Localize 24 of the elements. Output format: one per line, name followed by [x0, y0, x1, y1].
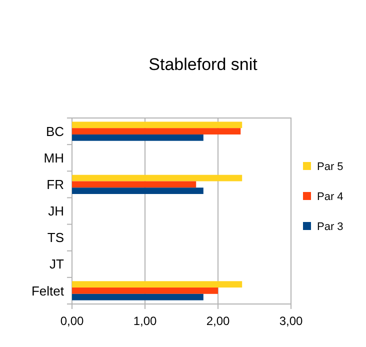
x-tick-label: 2,00 [206, 314, 230, 328]
legend-label: Par 4 [317, 190, 344, 203]
y-tick-label: JT [50, 256, 64, 272]
bar [72, 134, 204, 141]
y-tick-label: FR [46, 176, 64, 192]
x-tick-label: 1,00 [133, 314, 157, 328]
legend-label: Par 3 [317, 220, 344, 233]
bar [72, 181, 196, 188]
bar [72, 188, 204, 194]
y-tick-label: Feltet [31, 283, 64, 298]
x-tick-label: 3,00 [279, 314, 303, 328]
legend-label: Par 5 [317, 160, 344, 173]
y-tick-label: BC [46, 124, 64, 139]
chart-title: Stableford snit [148, 55, 258, 74]
bar [72, 281, 242, 288]
bar [72, 174, 242, 182]
bar [72, 294, 204, 300]
y-tick-label: TS [47, 230, 64, 246]
bar [72, 288, 218, 294]
y-tick-label: MH [44, 150, 64, 166]
x-tick-label: 0,00 [60, 314, 84, 328]
bar [72, 128, 241, 134]
bar [72, 122, 242, 128]
y-tick-label: JH [48, 204, 64, 219]
